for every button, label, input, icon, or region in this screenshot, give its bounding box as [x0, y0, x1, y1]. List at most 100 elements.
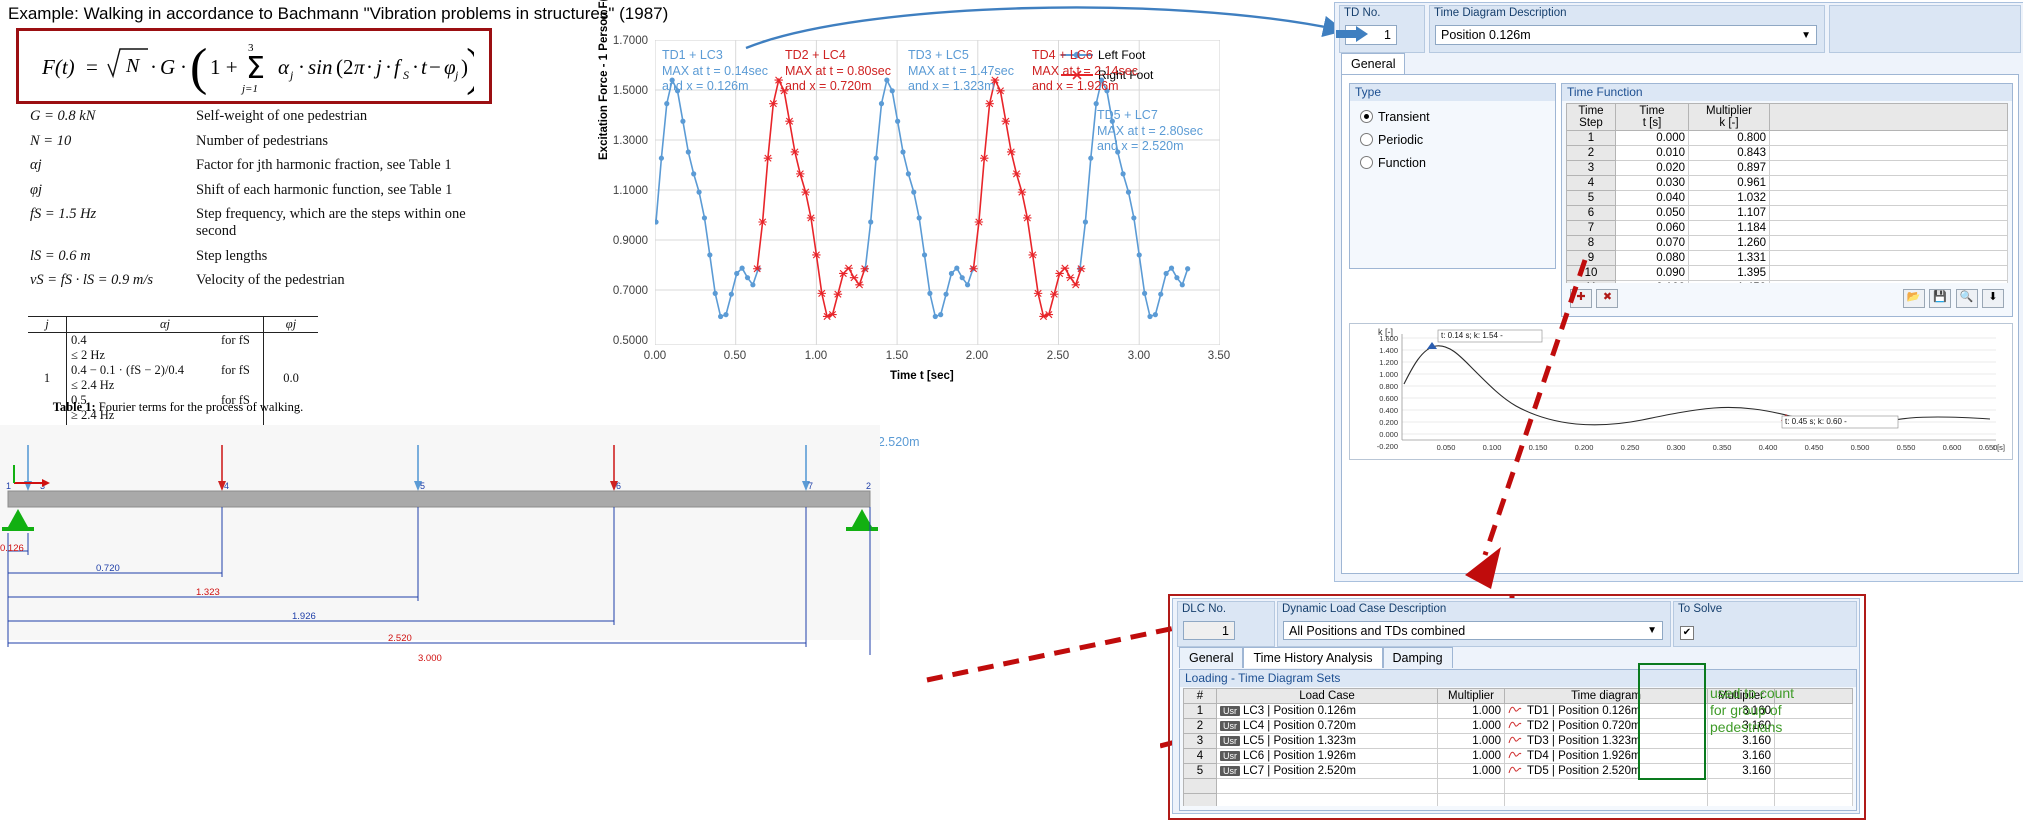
cell-time[interactable]: 0.060 [1615, 220, 1689, 236]
cell-multiplier-1[interactable]: 1.000 [1437, 703, 1505, 719]
cell-multiplier[interactable]: 1.260 [1688, 235, 1770, 251]
radio-icon[interactable] [1360, 110, 1373, 123]
cell-multiplier[interactable]: 0.800 [1688, 130, 1770, 146]
chart-x-axis-label: Time t [sec] [890, 370, 954, 382]
tab-damping[interactable]: Damping [1382, 647, 1453, 668]
tab-label[interactable]: General [1341, 53, 1406, 74]
radio-periodic[interactable]: Periodic [1360, 133, 1423, 147]
cell-multiplier[interactable]: 0.843 [1688, 145, 1770, 161]
cell-multiplier[interactable]: 1.450 [1688, 280, 1770, 283]
radio-icon[interactable] [1360, 156, 1373, 169]
radio-icon[interactable] [1360, 133, 1373, 146]
cell-load-case[interactable]: Usr LC4 | Position 0.720m [1216, 718, 1438, 734]
dlc-description-select[interactable]: All Positions and TDs combined ▼ [1283, 621, 1663, 640]
cell-multiplier[interactable]: 1.107 [1688, 205, 1770, 221]
y-tick: 0.9000 [612, 235, 648, 247]
cell-multiplier-1[interactable]: 1.000 [1437, 748, 1505, 764]
table-row[interactable]: 6 0.050 1.107 [1566, 205, 2008, 221]
table-row[interactable]: 5 0.040 1.032 [1566, 190, 2008, 206]
cell-multiplier[interactable]: 1.032 [1688, 190, 1770, 206]
table-row[interactable]: 3 0.020 0.897 [1566, 160, 2008, 176]
dlc-table-body[interactable]: 1 Usr LC3 | Position 0.126m 1.000 TD1 | Pos… [1183, 703, 1853, 806]
cell-load-case[interactable]: Usr LC3 | Position 0.126m [1216, 703, 1438, 719]
cell-time[interactable]: 0.000 [1615, 130, 1689, 146]
svg-text:·: · [298, 55, 305, 79]
page-title: Example: Walking in accordance to Bachma… [8, 4, 669, 23]
chevron-down-icon[interactable]: ▼ [1647, 625, 1657, 636]
dlc-no-input[interactable]: 1 [1183, 621, 1235, 640]
radio-transient[interactable]: Transient [1360, 110, 1430, 124]
cell-time[interactable]: 0.040 [1615, 190, 1689, 206]
table-row[interactable]: 1 0.000 0.800 [1566, 130, 2008, 146]
table-row-empty[interactable] [1183, 793, 1853, 806]
cell-time[interactable]: 0.020 [1615, 160, 1689, 176]
time-function-table[interactable]: Time Step Time t [s] Multiplier k [-] [1566, 103, 2008, 283]
cell-multiplier-1[interactable]: 1.000 [1437, 718, 1505, 734]
cell-multiplier[interactable]: 0.897 [1688, 160, 1770, 176]
cell-time[interactable]: 0.070 [1615, 235, 1689, 251]
tab-time-history-analysis[interactable]: Time History Analysis [1243, 647, 1383, 668]
cell-time[interactable]: 0.050 [1615, 205, 1689, 221]
table-row[interactable]: 4 0.030 0.961 [1566, 175, 2008, 191]
table-row[interactable]: 10 0.090 1.395 [1566, 265, 2008, 281]
td-description-select[interactable]: Position 0.126m ▼ [1435, 25, 1817, 45]
cell-time-diagram[interactable]: TD5 | Position 2.520m [1504, 763, 1708, 779]
delete-row-icon[interactable]: ✖ [1596, 289, 1619, 308]
checkbox-icon[interactable]: ✔ [1680, 626, 1694, 640]
time-function-table-wrap[interactable]: Time Step Time t [s] Multiplier k [-] [1566, 103, 2008, 283]
to-solve-checkbox[interactable]: ✔ [1680, 622, 1694, 640]
tab-general[interactable]: General [1179, 647, 1244, 668]
cell-time[interactable]: 0.090 [1615, 265, 1689, 281]
table-row[interactable]: 4 Usr LC6 | Position 1.926m 1.000 TD4 | Pos… [1183, 748, 1853, 764]
svg-text:t: t [421, 55, 428, 79]
tab-general[interactable]: General [1341, 53, 1406, 74]
table-row[interactable]: 7 0.060 1.184 [1566, 220, 2008, 236]
cell-multiplier-2[interactable]: 3.160 [1707, 763, 1775, 779]
dlc-table-wrap[interactable]: # Load Case Multiplier Time diagram Mult… [1183, 688, 1853, 806]
cell-time[interactable]: 0.100 [1615, 280, 1689, 283]
row-j: 1 [43, 370, 51, 385]
usr-badge: Usr [1220, 706, 1240, 716]
cell-multiplier-2[interactable]: 3.160 [1707, 748, 1775, 764]
svg-text:−: − [429, 55, 441, 79]
cell-multiplier-2[interactable]: 3.160 [1707, 703, 1775, 719]
open-file-icon[interactable]: 📂 [1902, 289, 1925, 308]
time-function-body[interactable]: 1 0.000 0.800 2 0.010 0.843 3 0.020 0.897 4 0.030 0… [1566, 130, 2008, 283]
th-load-case: Load Case [1216, 688, 1438, 704]
table-row[interactable]: 8 0.070 1.260 [1566, 235, 2008, 251]
table-row[interactable]: 110.1001.450 [1566, 280, 2008, 283]
cell-time-diagram[interactable]: TD1 | Position 0.126m [1504, 703, 1708, 719]
cell-multiplier[interactable]: 1.184 [1688, 220, 1770, 236]
cell-time-diagram[interactable]: TD3 | Position 1.323m [1504, 733, 1708, 749]
save-file-icon[interactable]: 💾 [1929, 289, 1952, 308]
cell-load-case[interactable]: Usr LC5 | Position 1.323m [1216, 733, 1438, 749]
zoom-icon[interactable]: 🔍 [1955, 289, 1978, 308]
cell-multiplier[interactable]: 1.331 [1688, 250, 1770, 266]
cell-blank [1769, 265, 2008, 281]
dlc-description-value: All Positions and TDs combined [1289, 623, 1466, 638]
cell-time[interactable]: 0.080 [1615, 250, 1689, 266]
cell-multiplier[interactable]: 0.961 [1688, 175, 1770, 191]
dlc-table[interactable]: # Load Case Multiplier Time diagram Mult… [1183, 688, 1853, 806]
import-icon[interactable]: ⬇ [1982, 289, 2004, 308]
radio-function[interactable]: Function [1360, 156, 1426, 170]
cell-load-case[interactable]: Usr LC7 | Position 2.520m [1216, 763, 1438, 779]
chevron-down-icon[interactable]: ▼ [1801, 29, 1811, 41]
cell-time-diagram[interactable]: TD4 | Position 1.926m [1504, 748, 1708, 764]
svg-text:F(t): F(t) [41, 55, 75, 79]
cell-blank [1769, 130, 2008, 146]
cell-time[interactable]: 0.030 [1615, 175, 1689, 191]
table-row[interactable]: 9 0.080 1.331 [1566, 250, 2008, 266]
table-row[interactable]: 2 0.010 0.843 [1566, 145, 2008, 161]
table-row[interactable]: 5 Usr LC7 | Position 2.520m 1.000 TD5 | Pos… [1183, 763, 1853, 779]
loading-group-caption: Loading - Time Diagram Sets [1180, 670, 1856, 687]
cell-index: 3 [1183, 733, 1217, 749]
cell-multiplier-1[interactable]: 1.000 [1437, 763, 1505, 779]
cell-time[interactable]: 0.010 [1615, 145, 1689, 161]
cell-load-case[interactable]: Usr LC6 | Position 1.926m [1216, 748, 1438, 764]
table-row-empty[interactable] [1183, 778, 1853, 794]
cell-multiplier-1[interactable]: 1.000 [1437, 733, 1505, 749]
cell-multiplier[interactable]: 1.395 [1688, 265, 1770, 281]
note-line1: used to count [1710, 685, 1795, 701]
annotation-line3: and x = 1.323m [908, 79, 995, 93]
